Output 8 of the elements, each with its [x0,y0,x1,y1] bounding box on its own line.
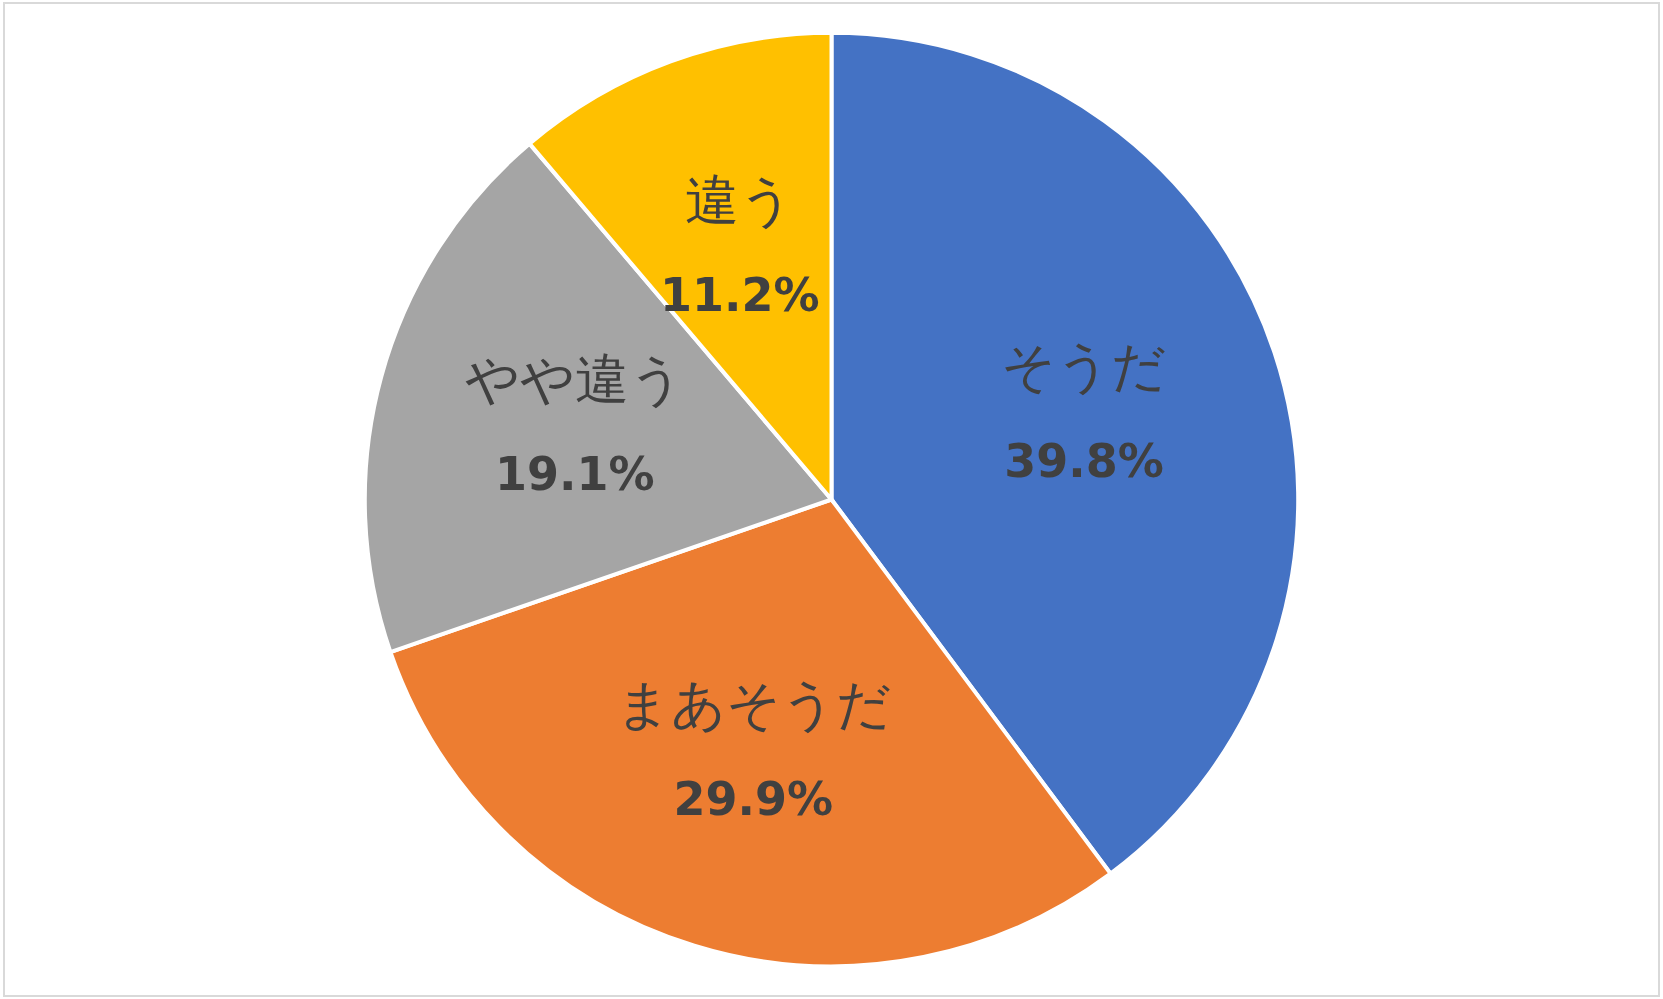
data-label: 29.9% [673,771,834,826]
data-label: 19.1% [495,447,655,502]
data-label: 39.8% [1004,433,1164,488]
slice-label: 違う [685,168,795,232]
data-label: 11.2% [660,267,820,322]
slice-label: まあそうだ [615,672,891,736]
slice-label: やや違う [465,348,685,412]
slice-label: そうだ [1001,334,1167,398]
